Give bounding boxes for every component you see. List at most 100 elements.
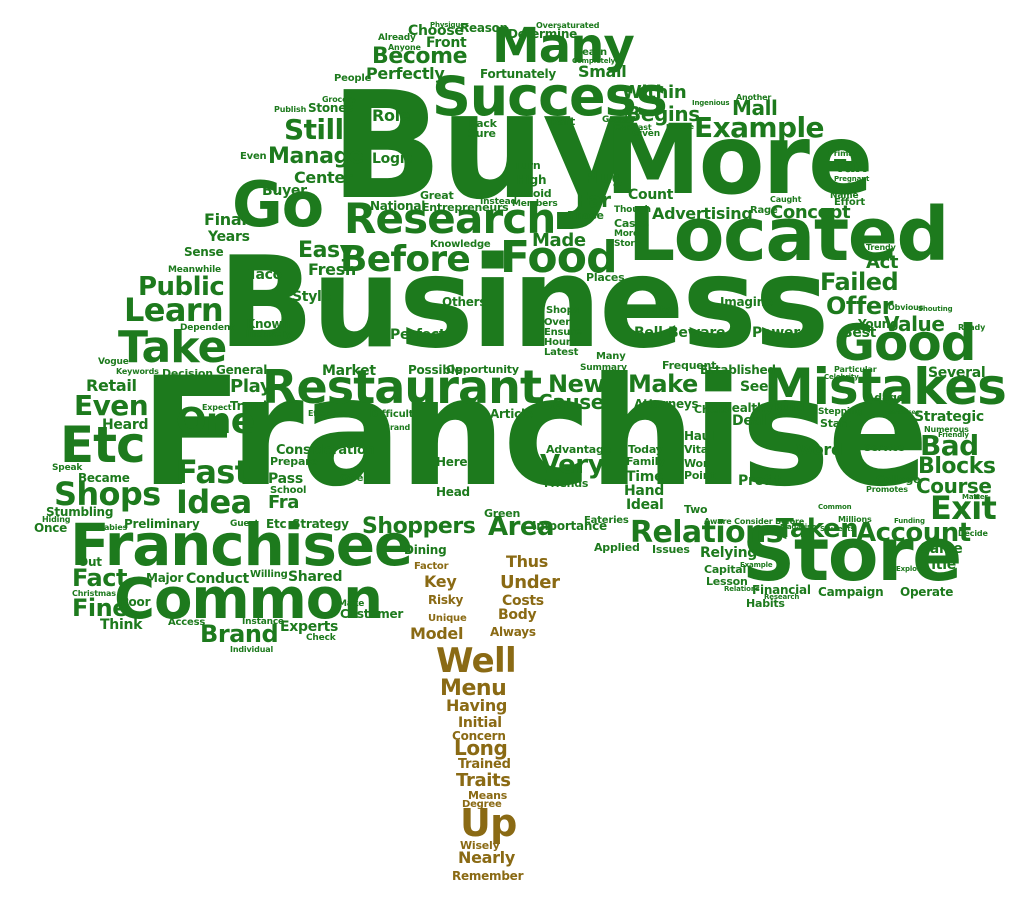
word-far: Far: [576, 188, 611, 212]
word-difficult: Difficult: [370, 409, 414, 420]
word-example-small: Example: [740, 561, 773, 569]
word-under: Under: [500, 572, 560, 593]
word-knowledge: Knowledge: [430, 239, 491, 250]
word-new: New: [548, 370, 606, 398]
word-effective: Effective: [308, 409, 347, 418]
word-guest: Guest: [230, 519, 259, 529]
word-haul: Haul: [684, 429, 714, 443]
word-members: Members: [512, 199, 558, 209]
word-major: Major: [146, 571, 184, 585]
word-capital: Capital: [704, 563, 747, 576]
word-explore: Explore: [896, 565, 925, 573]
word-expect: Expect: [202, 403, 232, 412]
word-learn-small: Learn: [576, 47, 607, 58]
word-two: Two: [684, 503, 708, 516]
word-good: Good: [834, 314, 977, 372]
word-key: Key: [424, 572, 457, 591]
word-retail: Retail: [86, 376, 137, 395]
word-check: Check: [306, 633, 336, 643]
word-another: Another: [736, 93, 772, 102]
word-entrepreneurs: Entrepreneurs: [422, 201, 509, 214]
word-area: Area: [488, 512, 555, 542]
word-experts: Experts: [280, 619, 339, 635]
word-initial: Initial: [458, 715, 502, 731]
word-course: Course: [916, 474, 992, 498]
word-christmas: Christmas: [72, 589, 116, 598]
word-offer2: Offer: [340, 473, 368, 484]
word-sure: Sure: [468, 127, 496, 140]
word-make-small: Make: [338, 599, 365, 609]
word-vogue: Vogue: [98, 357, 129, 367]
word-logic: Logic: [372, 151, 413, 167]
word-primary: Primary: [828, 149, 863, 158]
word-food: Food: [500, 232, 618, 283]
word-imagine: Imagine: [720, 295, 773, 309]
word-friendly: Friendly: [938, 431, 969, 439]
word-heard: Heard: [102, 417, 149, 433]
word-young: Young: [858, 317, 899, 331]
word-hiding: Hiding: [42, 515, 71, 524]
word-take: Take: [118, 322, 227, 373]
word-head: Head: [436, 485, 470, 499]
word-prepare: Prepare: [270, 455, 318, 468]
word-latest: Latest: [544, 347, 579, 358]
word-campaign: Campaign: [818, 585, 884, 599]
word-brand-small: Brand: [384, 423, 411, 432]
word-speak: Speak: [52, 463, 83, 473]
word-word: Word: [796, 440, 843, 459]
word-green: Green: [484, 507, 521, 520]
word-issues: Issues: [652, 543, 690, 556]
word-well: Well: [436, 641, 517, 681]
word-healthy: Healthy: [722, 401, 773, 415]
word-perfect: Perfect: [390, 327, 446, 343]
word-made: Made: [532, 230, 586, 251]
word-customer: Customer: [340, 607, 404, 621]
word-here: Here: [436, 455, 468, 469]
word-oversaturated: Oversaturated: [536, 21, 600, 30]
word-best: Best: [842, 325, 877, 341]
word-eateries: Eateries: [584, 515, 629, 526]
word-good-small: Good: [602, 115, 628, 125]
word-matter: Matter: [962, 493, 988, 501]
word-relying: Relying: [700, 545, 758, 561]
word-known: Known: [246, 317, 291, 331]
word-body: Body: [498, 607, 537, 623]
word-importance: Importance: [532, 519, 607, 533]
word-established: Established: [700, 363, 776, 377]
word-title: Title: [922, 557, 956, 573]
word-celebrity: Celebrity: [824, 373, 859, 381]
word-opportunity: Opportunity: [446, 363, 519, 376]
word-those: Those: [568, 209, 604, 222]
word-act: Act: [866, 252, 899, 273]
word-dining: Dining: [404, 543, 447, 557]
word-mistakes: Mistakes: [764, 358, 1007, 416]
word-chefs: Chefs: [694, 403, 728, 416]
word-sense: Sense: [184, 245, 224, 259]
word-build: Build: [774, 401, 805, 414]
word-school: School: [270, 485, 307, 496]
word-restaurant: Restaurant: [262, 360, 542, 414]
word-effort: Effort: [834, 197, 865, 208]
word-high: High: [516, 173, 547, 187]
word-relations-small: Relations: [724, 585, 760, 593]
word-particular: Particular: [834, 365, 877, 374]
word-taco: Taco: [248, 267, 282, 283]
word-count: Count: [628, 187, 674, 203]
word-etc2: Etc: [266, 517, 287, 531]
word-choose: Choose: [408, 23, 464, 39]
word-buy: Buy: [330, 60, 639, 232]
word-power: Power: [752, 325, 800, 341]
word-family: Family: [626, 455, 666, 468]
word-make: Make: [628, 370, 698, 398]
word-success: Success: [432, 65, 668, 128]
word-numerous: Numerous: [924, 425, 969, 434]
word-magazine: Magazine: [780, 523, 817, 531]
word-industry: Industry: [246, 329, 292, 340]
word-even-small: Even: [240, 151, 267, 162]
word-dependent: Dependent: [180, 323, 235, 333]
word-concern: Concern: [452, 729, 506, 743]
word-manage: Manage: [268, 144, 364, 169]
word-ready: Ready: [958, 323, 986, 332]
word-concept: Concept: [770, 202, 851, 223]
word-costs: Costs: [502, 593, 544, 609]
